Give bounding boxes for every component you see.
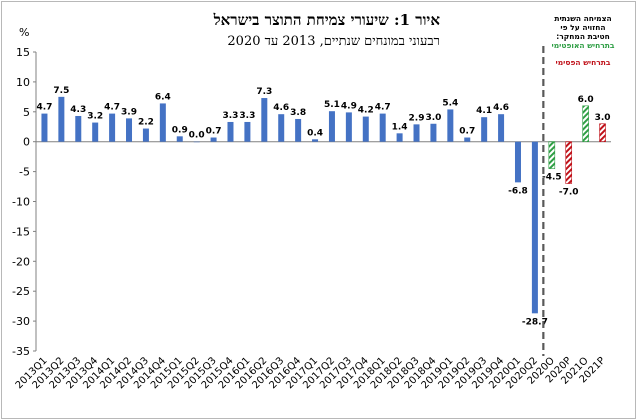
data-label-2019Q3: 4.1 (476, 106, 492, 116)
data-label-2015Q3: 0.7 (206, 127, 222, 137)
data-label-2013Q3: 4.3 (70, 105, 86, 115)
bar-2014Q2 (126, 118, 133, 142)
chart-title: איור 1: שיעורי צמיחת התוצר בישראל (213, 11, 440, 29)
data-label-2016Q4: 3.8 (290, 108, 306, 118)
data-label-2018Q2: 1.4 (392, 122, 408, 132)
data-label-2021P: 3.0 (595, 113, 611, 123)
y-tick-label: -30 (12, 315, 30, 328)
data-label-2016Q1: 3.3 (239, 111, 255, 121)
bar-2015Q2 (193, 141, 200, 143)
bar-2017Q2 (328, 111, 335, 142)
y-tick-label: -35 (12, 345, 30, 358)
legend-line-3: חטיבת המחקר: (556, 32, 610, 41)
y-tick-label: 0 (23, 136, 30, 149)
bar-2019Q2 (464, 137, 471, 142)
data-label-2016Q3: 4.6 (273, 103, 289, 113)
bar-2021O (582, 105, 589, 143)
data-label-2020Q2: -28.7 (522, 317, 548, 327)
y-axis-unit: % (19, 26, 30, 39)
data-label-2019Q1: 5.4 (442, 98, 458, 108)
bar-2014Q4 (159, 103, 166, 142)
bar-2015Q4 (227, 121, 234, 142)
y-tick-label: -5 (19, 166, 30, 179)
data-label-2020Q1: -6.8 (508, 186, 528, 196)
y-tick-label: -25 (12, 285, 30, 298)
bar-2013Q3 (75, 115, 82, 142)
bar-2019Q3 (481, 117, 488, 142)
data-label-2017Q3: 4.9 (341, 101, 357, 111)
data-label-2013Q2: 7.5 (53, 86, 69, 96)
y-tick-label: 5 (23, 106, 30, 119)
bar-2015Q1 (176, 136, 183, 142)
bar-2018Q4 (430, 123, 437, 142)
bar-2018Q1 (379, 113, 386, 142)
bar-2017Q3 (345, 112, 352, 142)
y-tick-label: 10 (16, 76, 30, 89)
data-label-2013Q1: 4.7 (36, 103, 52, 113)
legend-line-1: הצמיחה השנתית (554, 14, 612, 23)
data-label-2014Q4: 6.4 (155, 92, 171, 102)
y-tick-label: 15 (16, 46, 30, 59)
data-label-2014Q3: 2.2 (138, 118, 154, 128)
y-tick-label: -15 (12, 225, 30, 238)
bar-2017Q1 (312, 139, 319, 142)
bar-2020P (565, 141, 573, 184)
data-label-2015Q2: 0.0 (189, 131, 205, 141)
data-label-2020P: -7.0 (559, 188, 579, 198)
data-label-2018Q1: 4.7 (375, 103, 391, 113)
bar-2019Q4 (498, 114, 505, 142)
bar-2017Q4 (362, 116, 369, 142)
data-label-2017Q1: 0.4 (307, 128, 323, 138)
data-label-2019Q2: 0.7 (459, 127, 475, 137)
y-tick-label: -10 (12, 196, 30, 209)
data-label-2019Q4: 4.6 (493, 103, 509, 113)
bar-2013Q1 (41, 113, 48, 142)
bar-2014Q1 (109, 113, 116, 142)
bar-2015Q3 (210, 137, 217, 142)
bar-2016Q4 (295, 118, 302, 142)
data-label-2020O: -4.5 (542, 173, 562, 183)
data-label-2018Q4: 3.0 (425, 113, 441, 123)
data-label-2016Q2: 7.3 (256, 87, 272, 97)
data-label-2017Q2: 5.1 (324, 100, 340, 110)
bar-2014Q3 (142, 128, 149, 142)
chart-subtitle: רבעוני במונחים שנתיים, 2013 עד 2020 (227, 34, 440, 49)
bar-2016Q3 (278, 114, 285, 142)
data-label-2021O: 6.0 (578, 95, 594, 105)
bar-2018Q3 (413, 124, 420, 142)
bar-2020Q1 (514, 141, 521, 183)
forecast-legend: הצמיחה השנתית החזויה על פי חטיבת המחקר: … (541, 14, 625, 67)
bar-2018Q2 (396, 133, 403, 142)
bar-2019Q1 (447, 109, 454, 142)
bar-2020O (548, 141, 556, 169)
data-label-2014Q2: 3.9 (121, 107, 137, 117)
data-label-2013Q4: 3.2 (87, 112, 103, 122)
data-label-2015Q4: 3.3 (223, 111, 239, 121)
data-label-2015Q1: 0.9 (172, 125, 188, 135)
legend-optimistic: בתרחיש האופטימי (551, 41, 615, 50)
bar-2016Q1 (244, 121, 251, 142)
bar-2013Q4 (92, 122, 99, 142)
bar-2020Q2 (531, 141, 538, 314)
legend-pessimistic: בתרחיש הפסימי (555, 58, 611, 67)
data-label-2018Q3: 2.9 (409, 113, 425, 123)
y-tick-label: -20 (12, 255, 30, 268)
legend-line-2: החזויה על פי (560, 23, 606, 32)
data-label-2014Q1: 4.7 (104, 103, 120, 113)
bar-2021P (599, 123, 606, 143)
bar-2016Q2 (261, 98, 268, 142)
data-label-2017Q4: 4.2 (358, 106, 374, 116)
bar-2013Q2 (58, 96, 65, 142)
